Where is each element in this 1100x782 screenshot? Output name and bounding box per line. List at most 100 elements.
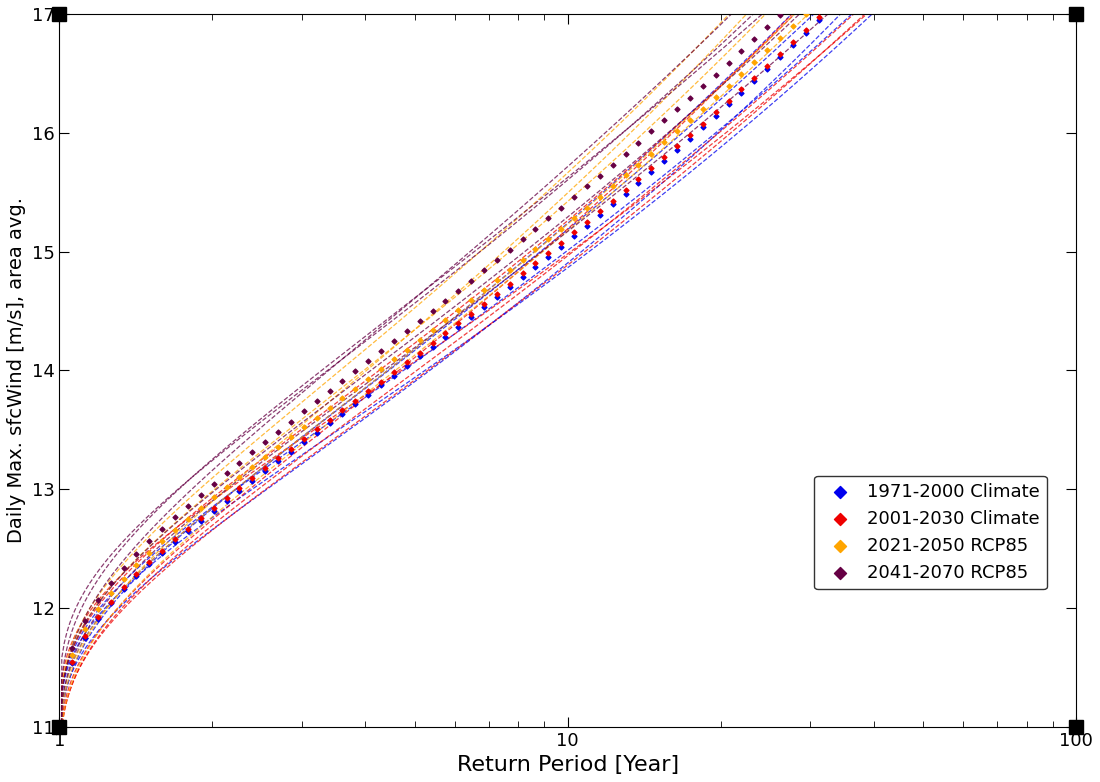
1971-2000 Climate [527, 261, 544, 274]
2021-2050 RCP85 [771, 32, 789, 45]
2001-2030 Climate [385, 366, 403, 378]
2021-2050 RCP85 [360, 372, 377, 385]
2021-2050 RCP85 [669, 125, 686, 138]
2021-2050 RCP85 [475, 284, 493, 296]
1971-2000 Climate [719, 98, 737, 110]
1971-2000 Climate [398, 360, 416, 372]
1971-2000 Climate [231, 484, 249, 497]
2001-2030 Climate [565, 226, 583, 239]
1971-2000 Climate [784, 38, 802, 51]
2021-2050 RCP85 [64, 649, 81, 662]
2001-2030 Climate [243, 472, 261, 484]
1971-2000 Climate [758, 63, 776, 75]
2021-2050 RCP85 [784, 20, 802, 33]
2001-2030 Climate [153, 544, 170, 557]
2041-2070 RCP85 [514, 233, 531, 246]
2001-2030 Climate [424, 337, 441, 350]
2021-2050 RCP85 [527, 243, 544, 256]
1971-2000 Climate [410, 350, 428, 363]
2041-2070 RCP85 [308, 395, 326, 407]
2041-2070 RCP85 [488, 254, 506, 267]
2021-2050 RCP85 [424, 324, 441, 336]
2001-2030 Climate [372, 375, 389, 388]
2001-2030 Climate [64, 655, 81, 668]
2001-2030 Climate [308, 423, 326, 436]
1971-2000 Climate [500, 281, 518, 293]
2001-2030 Climate [295, 432, 312, 445]
1971-2000 Climate [552, 240, 570, 253]
2001-2030 Climate [669, 140, 686, 152]
2001-2030 Climate [475, 297, 493, 310]
2001-2030 Climate [114, 581, 132, 594]
2021-2050 RCP85 [179, 512, 197, 525]
2041-2070 RCP85 [360, 355, 377, 368]
2001-2030 Climate [771, 48, 789, 60]
2041-2070 RCP85 [437, 295, 454, 307]
1971-2000 Climate [475, 301, 493, 314]
2001-2030 Climate [694, 117, 712, 130]
1971-2000 Climate [733, 86, 750, 99]
2021-2050 RCP85 [410, 334, 428, 346]
2041-2070 RCP85 [333, 375, 351, 388]
2041-2070 RCP85 [256, 436, 274, 448]
2041-2070 RCP85 [552, 202, 570, 214]
2001-2030 Climate [758, 59, 776, 72]
2021-2050 RCP85 [231, 471, 249, 483]
2041-2070 RCP85 [733, 45, 750, 57]
2001-2030 Climate [179, 522, 197, 535]
1971-2000 Climate [256, 465, 274, 477]
2001-2030 Climate [784, 36, 802, 48]
2001-2030 Climate [192, 511, 210, 524]
2041-2070 RCP85 [410, 315, 428, 328]
2021-2050 RCP85 [565, 212, 583, 224]
1971-2000 Climate [385, 369, 403, 382]
2041-2070 RCP85 [270, 425, 287, 438]
2021-2050 RCP85 [488, 274, 506, 286]
2021-2050 RCP85 [333, 392, 351, 404]
2021-2050 RCP85 [372, 363, 389, 375]
2041-2070 RCP85 [500, 243, 518, 256]
2021-2050 RCP85 [540, 233, 558, 246]
1971-2000 Climate [694, 121, 712, 134]
2001-2030 Climate [810, 11, 827, 23]
2001-2030 Climate [282, 443, 299, 455]
2041-2070 RCP85 [398, 325, 416, 338]
1971-2000 Climate [579, 220, 596, 232]
2021-2050 RCP85 [798, 8, 815, 20]
2021-2050 RCP85 [295, 421, 312, 434]
2041-2070 RCP85 [205, 478, 222, 490]
2001-2030 Climate [579, 216, 596, 228]
2001-2030 Climate [166, 533, 184, 546]
2021-2050 RCP85 [114, 572, 132, 585]
2021-2050 RCP85 [617, 169, 635, 181]
1971-2000 Climate [823, 2, 840, 14]
2041-2070 RCP85 [424, 305, 441, 317]
1971-2000 Climate [810, 14, 827, 27]
2021-2050 RCP85 [694, 102, 712, 115]
1971-2000 Climate [617, 188, 635, 200]
2021-2050 RCP85 [385, 353, 403, 366]
1971-2000 Climate [629, 177, 647, 189]
1971-2000 Climate [514, 271, 531, 284]
2041-2070 RCP85 [282, 415, 299, 428]
2041-2070 RCP85 [385, 335, 403, 348]
2041-2070 RCP85 [64, 642, 81, 655]
2021-2050 RCP85 [719, 80, 737, 92]
2001-2030 Climate [437, 327, 454, 339]
2001-2030 Climate [617, 184, 635, 196]
1971-2000 Climate [282, 446, 299, 458]
2041-2070 RCP85 [76, 615, 94, 627]
2021-2050 RCP85 [282, 431, 299, 443]
2021-2050 RCP85 [656, 136, 673, 149]
1971-2000 Climate [270, 455, 287, 468]
2001-2030 Climate [604, 195, 622, 207]
2041-2070 RCP85 [321, 385, 339, 397]
1971-2000 Climate [333, 407, 351, 420]
2001-2030 Climate [488, 287, 506, 300]
2021-2050 RCP85 [810, 0, 827, 8]
1971-2000 Climate [681, 132, 698, 145]
2001-2030 Climate [540, 247, 558, 260]
2001-2030 Climate [462, 307, 480, 320]
2021-2050 RCP85 [256, 450, 274, 463]
2001-2030 Climate [398, 356, 416, 368]
